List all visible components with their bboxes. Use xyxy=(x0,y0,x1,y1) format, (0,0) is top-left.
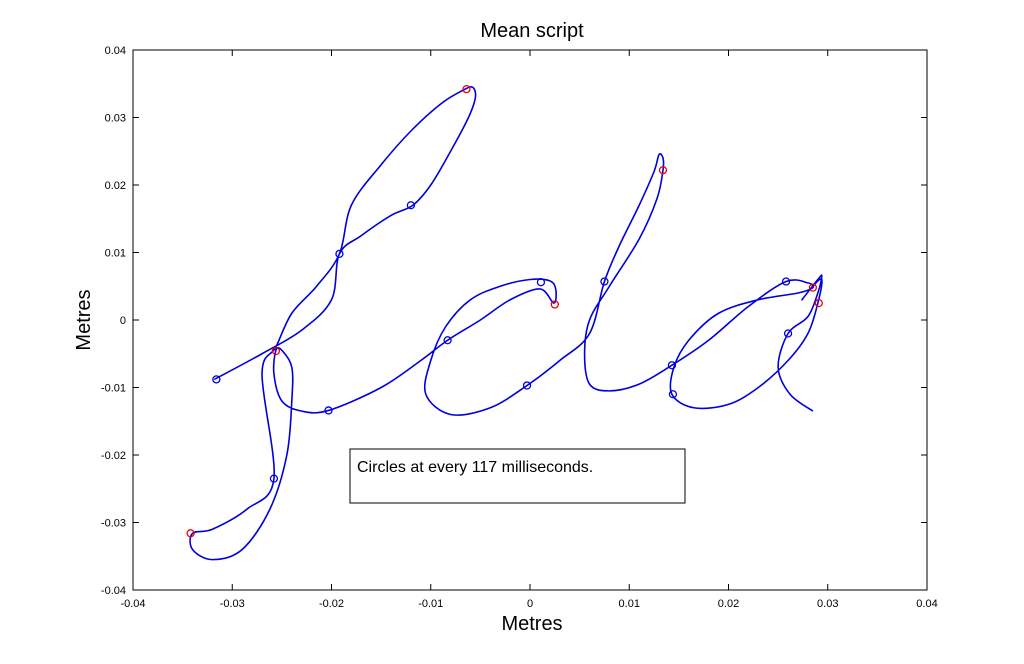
y-tick-label: 0.02 xyxy=(105,180,126,192)
x-tick-label: 0.03 xyxy=(817,598,838,610)
blue-circle-marker xyxy=(783,329,793,338)
y-tick-label: -0.01 xyxy=(101,383,126,395)
red-circle-marker xyxy=(271,346,281,356)
y-tick-marks xyxy=(133,49,927,591)
x-tick-label: -0.03 xyxy=(220,598,245,610)
blue-circle-marker xyxy=(443,336,452,345)
blue-circle-marker xyxy=(536,278,546,287)
x-tick-label: -0.04 xyxy=(120,598,145,610)
annotation-box xyxy=(349,448,686,504)
x-tick-label: 0.04 xyxy=(916,598,937,610)
blue-circle-marker xyxy=(406,201,416,210)
y-tick-label: -0.04 xyxy=(101,585,126,597)
blue-circle-marker xyxy=(335,249,344,259)
blue-circle-marker xyxy=(522,381,532,390)
blue-circle-marker xyxy=(324,406,333,415)
y-axis-label: Metres xyxy=(73,289,95,350)
y-tick-label: 0.01 xyxy=(105,248,126,260)
y-tick-label: 0 xyxy=(120,315,126,327)
red-circle-marker xyxy=(658,165,668,175)
red-markers xyxy=(186,85,823,538)
plot-area xyxy=(132,49,928,591)
x-tick-label: -0.02 xyxy=(319,598,344,610)
x-tick-label: 0.02 xyxy=(718,598,739,610)
blue-circle-marker xyxy=(667,361,677,370)
red-circle-marker xyxy=(186,529,195,538)
y-tick-labels: -0.04 -0.03 -0.02 -0.01 0 0.01 0.02 0.03 0.04 xyxy=(101,45,126,597)
red-circle-marker xyxy=(462,85,471,94)
x-axis-label: Metres xyxy=(501,613,562,635)
blue-circle-marker xyxy=(781,277,791,286)
red-circle-marker xyxy=(808,283,818,292)
red-circle-marker xyxy=(814,298,823,308)
blue-circle-marker xyxy=(269,474,279,483)
x-tick-label: 0 xyxy=(527,598,533,610)
annotation-text: Circles at every 117 milliseconds. xyxy=(357,459,593,476)
blue-markers xyxy=(212,201,793,483)
x-tick-marks xyxy=(132,50,928,590)
x-tick-label: 0.01 xyxy=(619,598,640,610)
chart-title: Mean script xyxy=(480,20,584,42)
red-circle-marker xyxy=(550,300,559,309)
blue-circle-marker xyxy=(212,375,221,384)
y-tick-label: -0.03 xyxy=(101,518,126,530)
x-tick-labels: -0.04 -0.03 -0.02 -0.01 0 0.01 0.02 0.03 0.04 xyxy=(120,598,937,610)
blue-circle-marker xyxy=(600,277,609,286)
y-tick-label: -0.02 xyxy=(101,450,126,462)
y-tick-label: 0.03 xyxy=(105,113,126,125)
x-tick-label: -0.01 xyxy=(418,598,443,610)
blue-circle-marker xyxy=(668,390,678,399)
y-tick-label: 0.04 xyxy=(105,45,126,57)
